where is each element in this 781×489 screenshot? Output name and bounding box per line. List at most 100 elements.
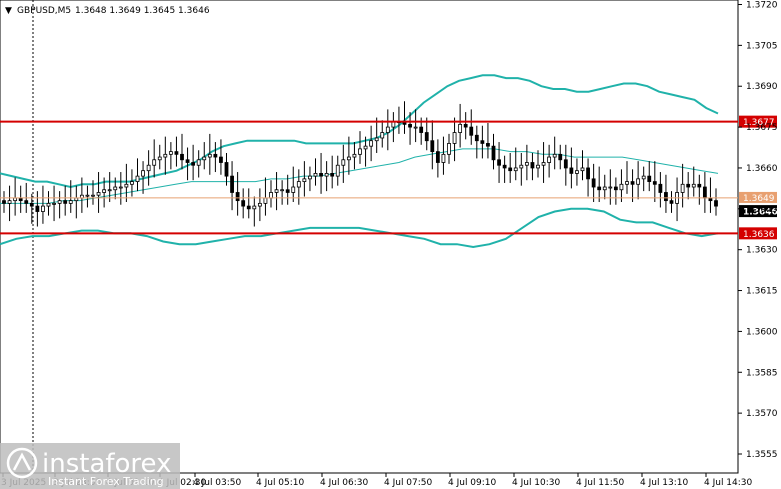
- candle: [57, 191, 62, 219]
- candle: [235, 172, 240, 216]
- candle: [497, 142, 501, 183]
- candle-body: [630, 181, 635, 185]
- bollinger-upper-band: [0, 74, 719, 189]
- candle-body: [369, 140, 374, 147]
- candle: [130, 169, 134, 197]
- candle: [658, 172, 663, 208]
- x-tick-label: 4 Jul 03:50: [193, 478, 242, 488]
- candle: [608, 169, 613, 205]
- candle-body: [424, 132, 429, 142]
- x-tick-label: 4 Jul 14:30: [704, 478, 753, 488]
- candle-body: [319, 173, 323, 177]
- price-axis[interactable]: 1.37201.37051.36901.36751.36601.36451.36…: [738, 1, 778, 461]
- candle-body: [491, 145, 496, 161]
- candle: [558, 144, 563, 170]
- x-tick-label: 4 Jul 11:50: [576, 478, 625, 488]
- candle-body: [291, 186, 296, 193]
- candle: [85, 185, 90, 208]
- candle: [207, 133, 212, 175]
- candle: [680, 163, 685, 208]
- candle-body: [374, 137, 379, 142]
- candle: [714, 188, 718, 216]
- candle: [63, 185, 68, 216]
- candle-body: [130, 181, 134, 185]
- candle-body: [285, 189, 290, 193]
- candle-body: [602, 186, 607, 191]
- candle: [52, 185, 56, 222]
- candle: [486, 123, 490, 159]
- candle-body: [85, 194, 90, 197]
- candle: [141, 161, 145, 194]
- candle: [491, 133, 496, 170]
- candle-body: [280, 189, 285, 192]
- candle: [441, 136, 446, 175]
- candle-body: [474, 134, 479, 142]
- candle: [541, 142, 546, 183]
- current-price-label: 1.3646: [743, 208, 778, 218]
- candle: [13, 177, 18, 216]
- candle: [691, 166, 696, 197]
- candle: [252, 196, 257, 227]
- candle: [91, 180, 95, 205]
- candle: [569, 147, 574, 189]
- candle-body: [252, 205, 257, 210]
- candle: [669, 191, 674, 213]
- candle: [241, 188, 246, 219]
- candle-body: [613, 186, 618, 191]
- candle-body: [191, 162, 196, 166]
- candle: [430, 120, 435, 170]
- candle-body: [536, 164, 540, 169]
- candle-body: [680, 183, 685, 193]
- candle: [191, 144, 196, 181]
- candle-body: [619, 183, 624, 191]
- candle: [196, 150, 201, 178]
- candle-body: [591, 178, 596, 188]
- symbol-timeframe: GBPUSD,M5: [17, 6, 71, 16]
- candle-body: [68, 200, 73, 204]
- candle: [96, 172, 101, 213]
- candle-body: [658, 183, 663, 193]
- candle-body: [124, 183, 129, 188]
- current-price-label-box: [739, 205, 777, 218]
- candle: [369, 125, 374, 162]
- candle-body: [246, 205, 251, 210]
- candle-body: [46, 202, 51, 207]
- candle-body: [57, 200, 62, 204]
- candle-body: [597, 186, 602, 191]
- candle-body: [152, 159, 157, 166]
- candle-body: [29, 202, 34, 207]
- candle-body: [636, 178, 641, 185]
- candle-body: [575, 170, 579, 174]
- logo-name: instaforex: [42, 449, 171, 479]
- candle: [586, 158, 590, 197]
- candle: [346, 136, 351, 175]
- y-tick-label: 1.3705: [746, 41, 778, 51]
- candle-body: [269, 192, 273, 199]
- candle-body: [441, 153, 446, 163]
- candle-body: [547, 156, 552, 163]
- header-arrow: ▼: [5, 6, 12, 16]
- candle: [291, 166, 296, 203]
- candle: [157, 144, 162, 170]
- candle: [174, 136, 179, 167]
- candle: [480, 125, 485, 159]
- level-label: 1.3677: [743, 118, 775, 128]
- candle: [702, 172, 707, 213]
- candle-body: [174, 151, 179, 155]
- candle: [363, 136, 368, 167]
- candle: [385, 109, 390, 151]
- candle: [458, 103, 463, 148]
- candle: [397, 106, 401, 134]
- candle: [575, 158, 579, 186]
- candle-body: [513, 167, 518, 172]
- candle-body: [586, 167, 590, 180]
- candle: [2, 191, 6, 213]
- candle: [46, 191, 51, 216]
- candle-body: [330, 173, 335, 177]
- candle-body: [558, 153, 563, 161]
- candle: [18, 185, 23, 213]
- candle: [263, 177, 268, 216]
- candle-body: [96, 192, 101, 196]
- candle: [647, 161, 652, 192]
